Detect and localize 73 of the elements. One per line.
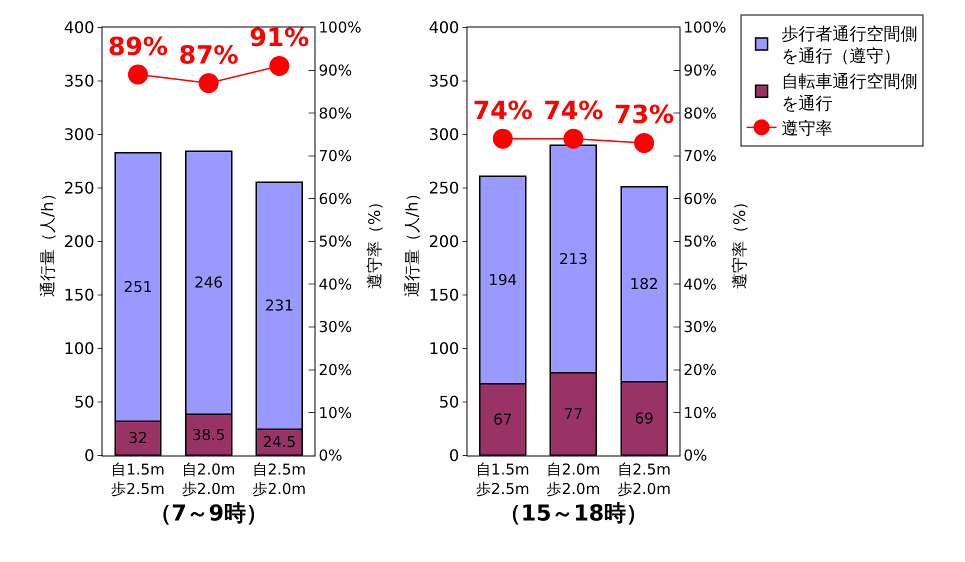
x-tick-label: 自1.5m 歩2.5m bbox=[111, 460, 165, 498]
y2-tick-label: 100% bbox=[683, 18, 726, 37]
data-label: 38.5 bbox=[192, 426, 226, 444]
y2-tick-label: 90% bbox=[683, 62, 717, 80]
x-axis-title: （15～18時） bbox=[498, 502, 648, 527]
y-tick-label: 250 bbox=[428, 178, 460, 198]
data-label: 246 bbox=[194, 274, 223, 292]
y-axis-title: 通行量（人/h） bbox=[402, 186, 422, 298]
y2-tick-label: 0% bbox=[318, 446, 342, 465]
data-label: 73% bbox=[614, 100, 674, 130]
y2-tick-label: 20% bbox=[683, 361, 717, 380]
legend-label: 自転車通行空間側を通行 bbox=[782, 72, 918, 114]
y2-tick-label: 60% bbox=[318, 190, 352, 208]
y2-tick-label: 50% bbox=[318, 232, 352, 251]
data-label: 67 bbox=[493, 410, 512, 429]
y2-axis-title: 遵守率（%） bbox=[365, 194, 384, 290]
x-tick-label: 自2.0m 歩2.0m bbox=[182, 460, 236, 498]
y-axis-title: 通行量（人/h） bbox=[38, 186, 57, 298]
y-tick-label: 200 bbox=[64, 232, 94, 251]
data-label: 89% bbox=[108, 32, 168, 61]
y-tick-label: 350 bbox=[428, 72, 460, 91]
y-tick-label: 0 bbox=[84, 446, 94, 465]
data-label: 87% bbox=[178, 40, 239, 70]
data-label: 231 bbox=[264, 296, 294, 315]
y2-tick-label: 100% bbox=[318, 18, 362, 37]
y-tick-label: 50 bbox=[74, 392, 94, 412]
y2-tick-label: 80% bbox=[318, 104, 352, 122]
y2-tick-label: 10% bbox=[318, 404, 352, 422]
y-tick-label: 100 bbox=[64, 338, 94, 358]
x-tick-label: 自1.5m 歩2.5m bbox=[476, 460, 530, 498]
y2-tick-label: 80% bbox=[683, 104, 717, 122]
x-tick-label: 自2.0m 歩2.0m bbox=[546, 460, 600, 498]
y2-tick-label: 30% bbox=[683, 318, 717, 336]
y2-axis-title: 遵守率（%） bbox=[730, 194, 750, 290]
y-tick-label: 350 bbox=[64, 72, 94, 91]
y-tick-label: 400 bbox=[64, 18, 94, 38]
y2-tick-label: 70% bbox=[318, 147, 352, 166]
data-label: 91% bbox=[249, 23, 310, 52]
y-tick-label: 300 bbox=[64, 125, 94, 144]
y2-tick-label: 70% bbox=[683, 147, 717, 166]
y2-tick-label: 50% bbox=[683, 232, 717, 251]
data-label: 251 bbox=[124, 278, 152, 296]
y-tick-label: 50 bbox=[438, 392, 460, 412]
data-label: 74% bbox=[544, 96, 604, 125]
y-tick-label: 150 bbox=[428, 285, 460, 304]
y2-tick-label: 30% bbox=[318, 318, 352, 336]
y2-tick-label: 40% bbox=[683, 275, 717, 294]
y2-tick-label: 60% bbox=[683, 190, 717, 208]
y2-tick-label: 20% bbox=[318, 361, 352, 380]
data-label: 32 bbox=[128, 429, 148, 448]
legend-label: 歩行者通行空間側を通行（遵守） bbox=[782, 24, 918, 67]
x-tick-label: 自2.5m 歩2.0m bbox=[617, 460, 671, 498]
y-tick-label: 250 bbox=[64, 178, 94, 198]
data-label: 77 bbox=[564, 405, 583, 424]
data-label: 213 bbox=[559, 250, 588, 268]
data-label: 194 bbox=[488, 270, 518, 289]
y2-tick-label: 0% bbox=[683, 446, 708, 465]
y2-tick-label: 40% bbox=[318, 275, 352, 294]
data-label: 182 bbox=[630, 275, 658, 294]
y-tick-label: 400 bbox=[428, 18, 460, 38]
y-tick-label: 300 bbox=[428, 125, 460, 144]
y2-tick-label: 90% bbox=[318, 62, 352, 80]
legend-label: 遵守率 bbox=[782, 119, 833, 140]
y-tick-label: 150 bbox=[64, 285, 94, 304]
data-label: 24.5 bbox=[262, 433, 296, 452]
x-axis-title: （7～9時） bbox=[149, 502, 268, 527]
data-label: 74% bbox=[472, 96, 533, 125]
y-tick-label: 0 bbox=[449, 446, 460, 465]
y-tick-label: 100 bbox=[428, 338, 460, 358]
x-tick-label: 自2.5m 歩2.0m bbox=[252, 460, 306, 498]
y2-tick-label: 10% bbox=[683, 404, 717, 422]
y-tick-label: 200 bbox=[428, 232, 460, 251]
data-label: 69 bbox=[634, 409, 654, 428]
